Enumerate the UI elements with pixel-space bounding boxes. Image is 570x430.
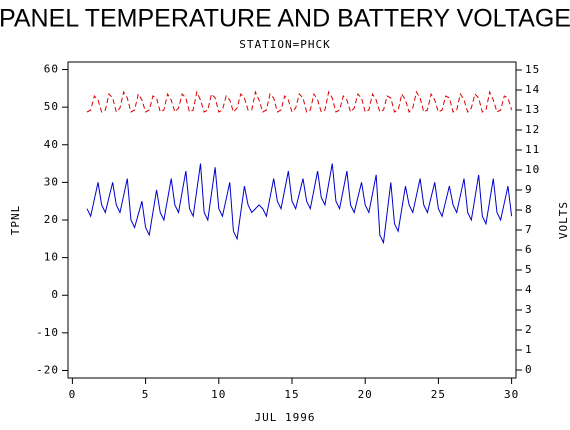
x-tick-label: 5: [142, 388, 150, 401]
y2-tick-label: 3: [525, 303, 533, 316]
y2-tick-label: 7: [525, 223, 533, 236]
y2-tick-label: 2: [525, 323, 533, 336]
x-axis-label: JUL 1996: [255, 411, 316, 424]
subtitle: STATION=PHCK: [239, 38, 330, 51]
y-tick-label: 10: [44, 251, 59, 264]
y2-tick-label: 6: [525, 243, 533, 256]
y2-tick-label: 5: [525, 263, 533, 276]
x-tick-label: 10: [211, 388, 226, 401]
y-tick-label: 40: [44, 138, 59, 151]
y2-tick-label: 14: [525, 83, 540, 96]
chart-title: PANEL TEMPERATURE AND BATTERY VOLTAGE: [0, 5, 570, 33]
y-tick-label: 30: [44, 175, 59, 188]
x-tick-label: 30: [504, 388, 519, 401]
y2-tick-label: 13: [525, 103, 540, 116]
y2-tick-label: 12: [525, 123, 540, 136]
y-tick-label: -10: [36, 326, 59, 339]
y2-tick-label: 1: [525, 343, 533, 356]
y2-tick-label: 11: [525, 143, 540, 156]
y2-tick-label: 4: [525, 283, 533, 296]
y-tick-label: 20: [44, 213, 59, 226]
y-tick-label: -20: [36, 363, 59, 376]
x-tick-label: 15: [284, 388, 299, 401]
x-tick-label: 20: [358, 388, 373, 401]
y2-axis-label: VOLTS: [557, 201, 570, 239]
series-line: [86, 163, 513, 245]
y-axis-label: TPNL: [9, 205, 22, 236]
y-tick-label: 60: [44, 63, 59, 76]
y-tick-label: 50: [44, 100, 59, 113]
y-tick-label: 0: [51, 288, 59, 301]
y2-tick-label: 9: [525, 183, 533, 196]
series-line: [86, 90, 513, 114]
y2-tick-label: 0: [525, 363, 533, 376]
x-tick-label: 25: [431, 388, 446, 401]
x-tick-label: 0: [69, 388, 77, 401]
y2-tick-label: 15: [525, 63, 540, 76]
plot-frame: [67, 61, 517, 379]
y2-tick-label: 10: [525, 163, 540, 176]
y2-tick-label: 8: [525, 203, 533, 216]
